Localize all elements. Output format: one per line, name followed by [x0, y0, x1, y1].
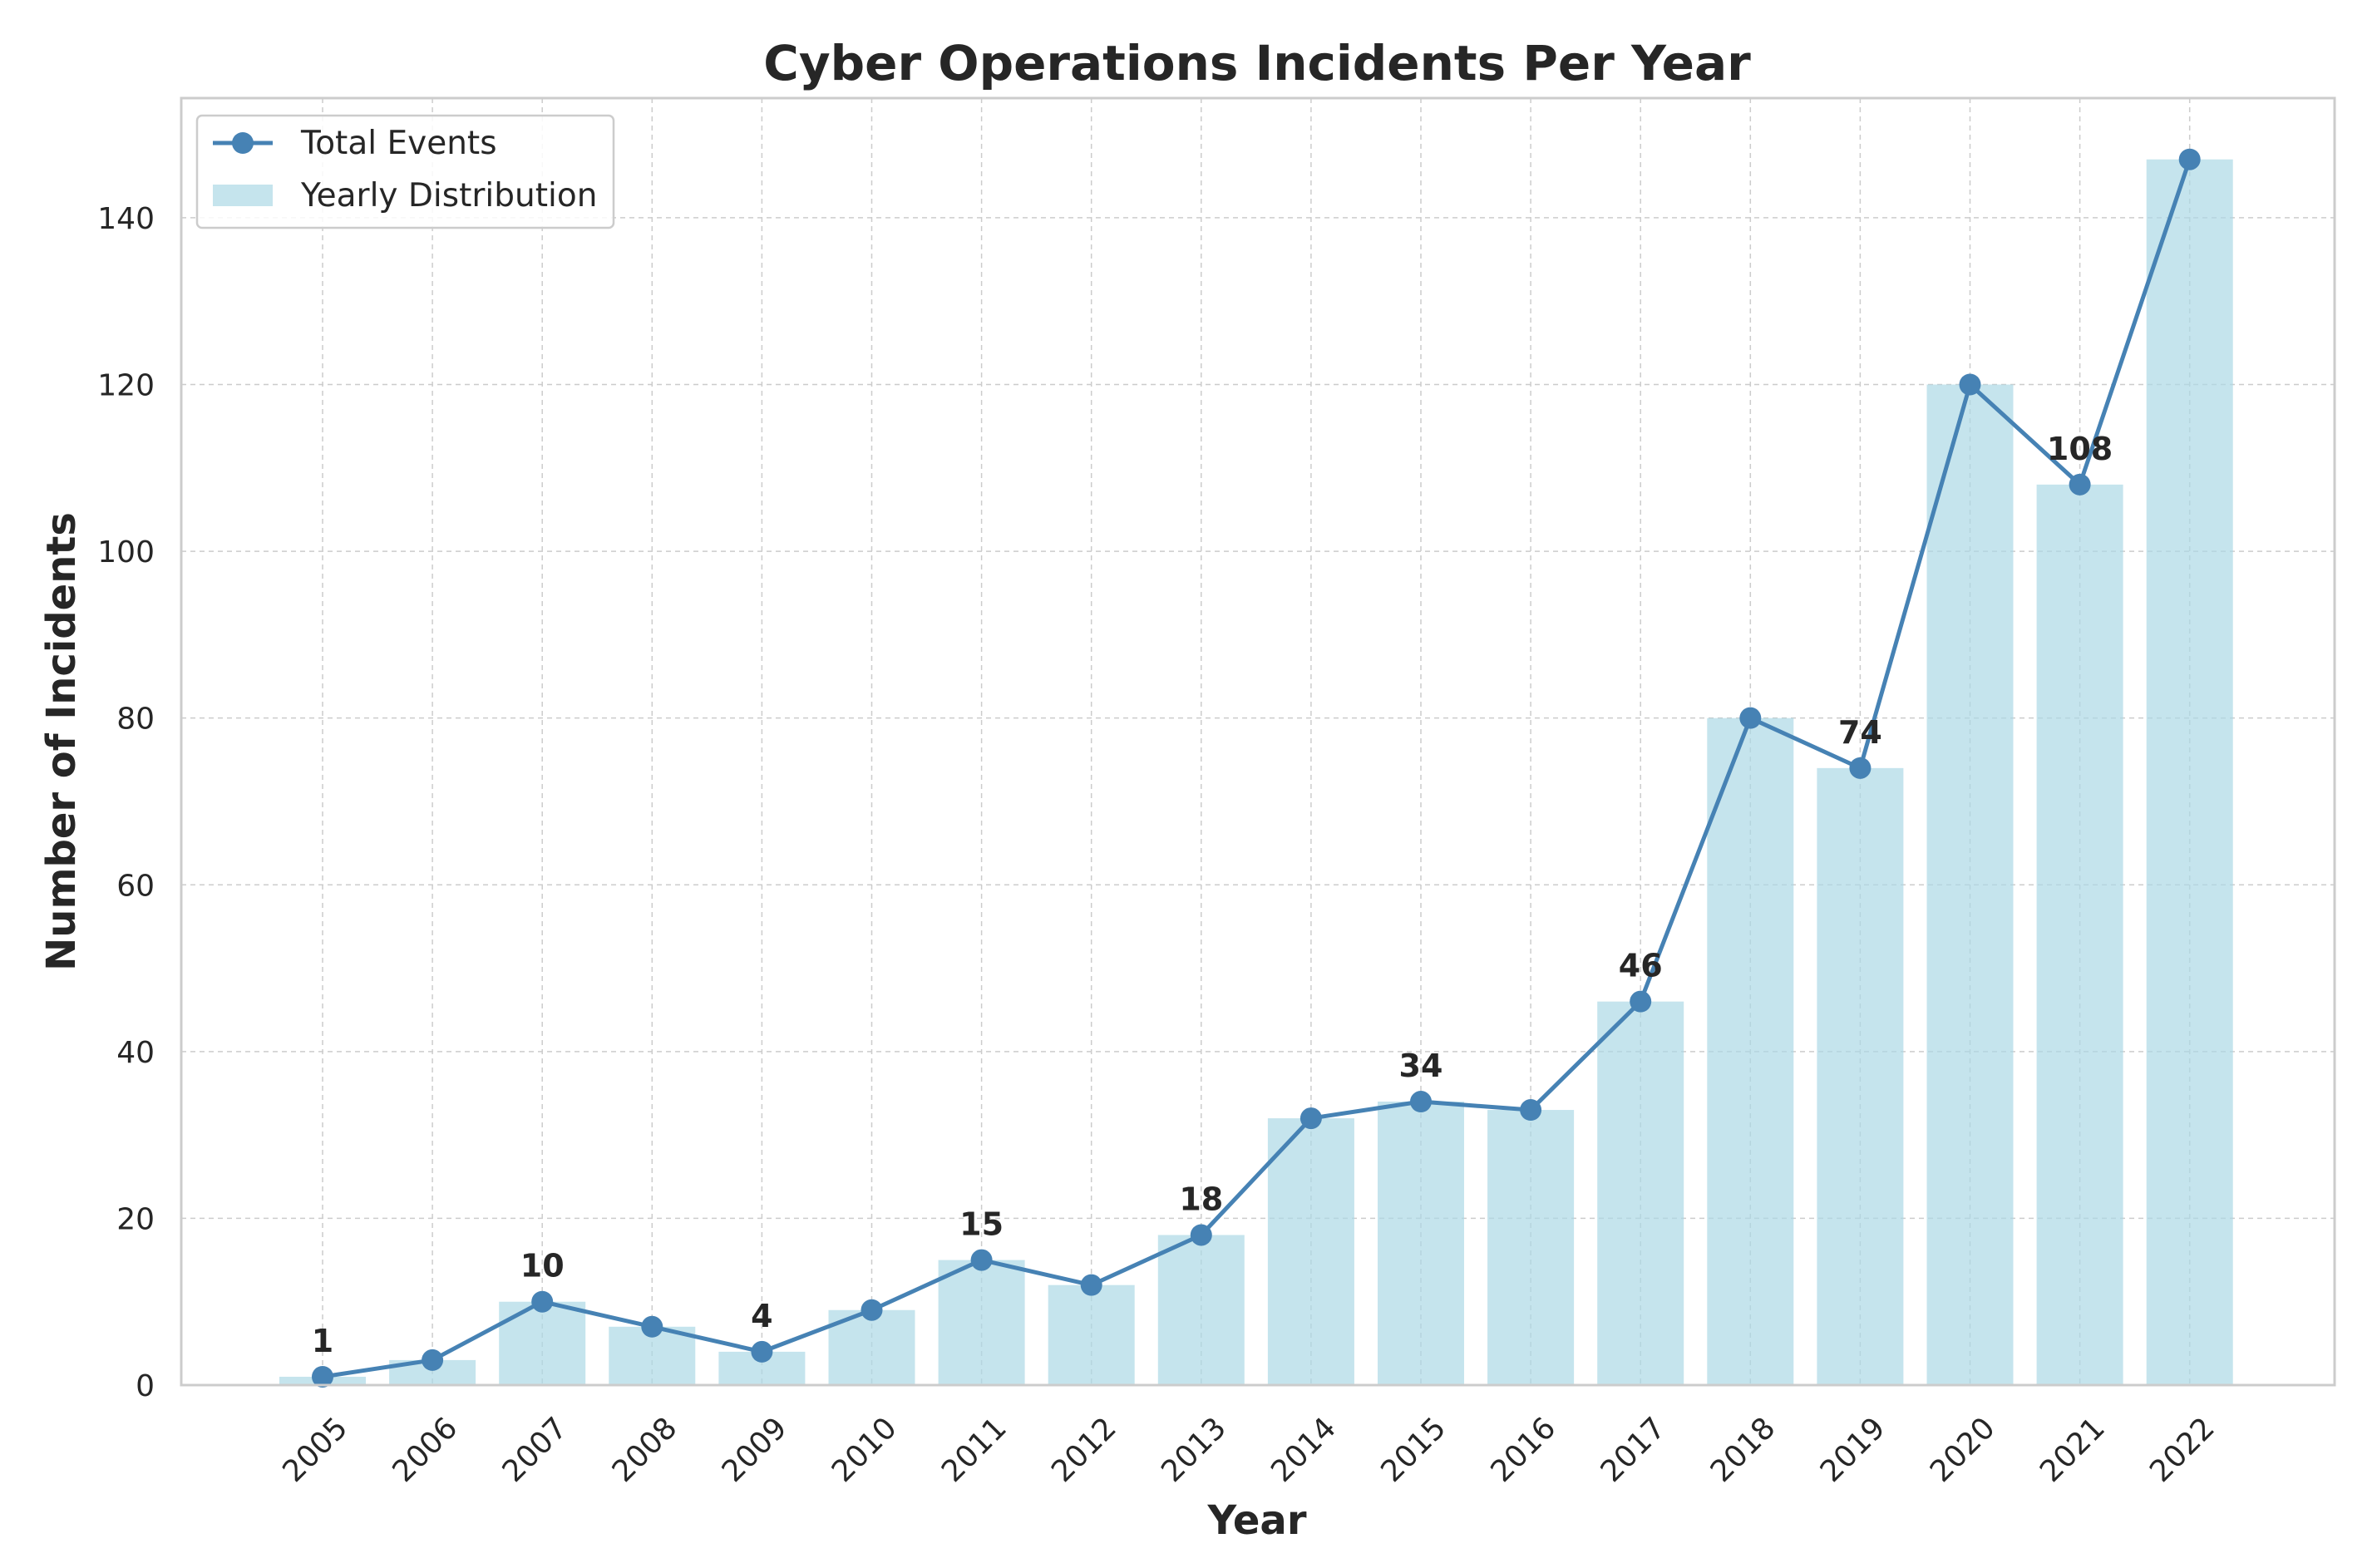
x-tick-label-2010: 2010: [826, 1411, 904, 1489]
y-tick-label: 80: [116, 703, 155, 737]
point-2022: [2178, 148, 2201, 170]
bar-2007: [499, 1301, 586, 1385]
y-tick-label: 100: [97, 535, 155, 570]
point-2005: [312, 1365, 333, 1388]
data-label-2021: 108: [2047, 431, 2113, 467]
legend-bar-swatch: [213, 185, 273, 206]
bar-2020: [1926, 384, 2014, 1385]
y-tick-label: 120: [97, 369, 155, 403]
point-2019: [1849, 757, 1872, 779]
data-label-2011: 15: [959, 1206, 1004, 1243]
point-2017: [1630, 990, 1652, 1013]
point-2011: [970, 1249, 993, 1271]
legend: Total Events Yearly Distribution: [195, 114, 615, 229]
point-2014: [1299, 1107, 1322, 1130]
legend-box: [195, 114, 615, 229]
bar-2019: [1817, 767, 1904, 1385]
data-label-2005: 1: [312, 1323, 333, 1359]
x-tick-label-2019: 2019: [1814, 1411, 1892, 1489]
x-axis-ticks: 2005 2006 2007 2008 2009 2010 2011 2012 2013 2014…: [276, 1411, 2221, 1489]
y-tick-label: 140: [97, 202, 155, 236]
y-axis-label: Number of Incidents: [38, 512, 85, 971]
x-tick-label-2009: 2009: [716, 1411, 794, 1489]
point-2010: [861, 1299, 883, 1321]
x-tick-label-2017: 2017: [1595, 1411, 1673, 1489]
x-tick-label-2014: 2014: [1265, 1411, 1343, 1489]
x-tick-label-2007: 2007: [496, 1411, 575, 1489]
data-label-2013: 18: [1179, 1181, 1223, 1217]
bar-2012: [1048, 1284, 1135, 1385]
data-label-2019: 74: [1838, 714, 1882, 751]
bar-2015: [1378, 1102, 1464, 1385]
point-2006: [422, 1349, 444, 1371]
y-axis-ticks: 0 20 40 60 80 100 120 140: [97, 202, 155, 1403]
x-tick-label-2015: 2015: [1374, 1411, 1452, 1489]
x-tick-label-2005: 2005: [276, 1411, 354, 1489]
point-2013: [1190, 1224, 1212, 1246]
x-tick-label-2022: 2022: [2143, 1411, 2222, 1489]
bar-series: [279, 159, 2233, 1386]
bar-2014: [1267, 1118, 1354, 1385]
total-events-line: [322, 158, 2192, 1379]
y-tick-label: 40: [116, 1036, 155, 1070]
point-2007: [531, 1290, 554, 1313]
bar-2011: [938, 1260, 1025, 1385]
point-2016: [1520, 1099, 1542, 1122]
x-tick-label-2008: 2008: [606, 1411, 684, 1489]
x-tick-label-2011: 2011: [935, 1411, 1013, 1489]
point-2012: [1080, 1274, 1102, 1296]
data-label-2007: 10: [520, 1248, 565, 1284]
x-tick-label-2006: 2006: [387, 1411, 465, 1489]
x-tick-label-2021: 2021: [2034, 1411, 2112, 1489]
plot-frame: [180, 96, 2336, 1387]
data-label-2017: 46: [1619, 948, 1663, 984]
data-label-2009: 4: [751, 1298, 772, 1334]
point-2008: [641, 1315, 663, 1338]
legend-label-total-events: Total Events: [300, 125, 497, 162]
point-2015: [1410, 1091, 1432, 1113]
x-tick-label-2013: 2013: [1155, 1411, 1233, 1489]
legend-label-yearly-distribution: Yearly Distribution: [300, 177, 597, 214]
x-tick-label-2016: 2016: [1485, 1411, 1563, 1489]
line-series: [312, 148, 2201, 1388]
bar-2021: [2036, 484, 2123, 1385]
y-tick-label: 60: [116, 869, 155, 903]
bar-2016: [1487, 1110, 1575, 1385]
x-tick-label-2020: 2020: [1924, 1411, 2002, 1489]
point-2018: [1739, 707, 1762, 729]
x-tick-label-2012: 2012: [1045, 1411, 1123, 1489]
bar-2022: [2146, 159, 2233, 1386]
x-axis-label: Year: [1207, 1497, 1307, 1544]
data-labels: 1 10 4 15 18 34 46 74 108: [312, 431, 2113, 1359]
y-tick-label: 0: [136, 1369, 155, 1403]
data-label-2015: 34: [1399, 1048, 1443, 1084]
point-2021: [2069, 473, 2091, 496]
bar-2013: [1157, 1235, 1245, 1385]
bar-2017: [1597, 1001, 1684, 1385]
x-tick-label-2018: 2018: [1704, 1411, 1783, 1489]
bar-2018: [1707, 717, 1794, 1385]
legend-marker-icon: [232, 132, 254, 154]
chart-title: Cyber Operations Incidents Per Year: [763, 35, 1751, 91]
point-2020: [1959, 373, 1981, 396]
point-2009: [751, 1340, 773, 1363]
y-tick-label: 20: [116, 1202, 155, 1236]
